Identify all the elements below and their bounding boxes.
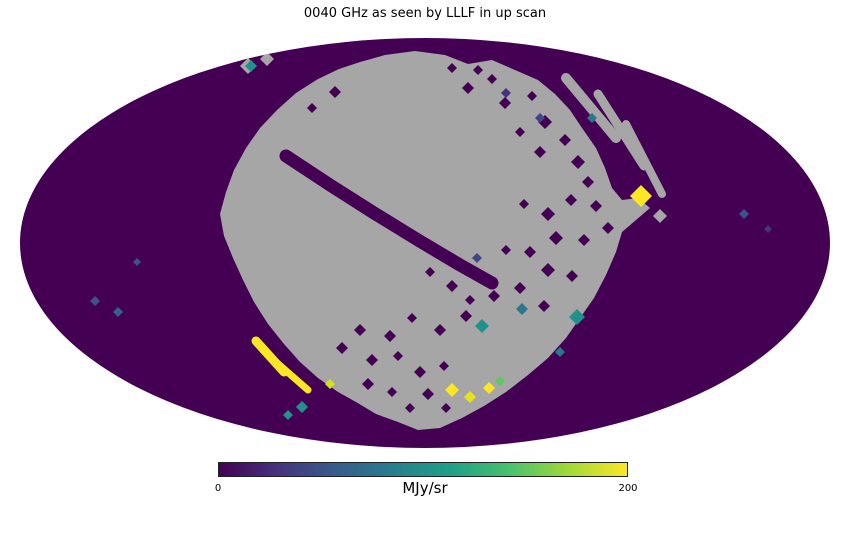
dark-pixel: [565, 194, 577, 206]
dark-pixel: [425, 267, 435, 277]
map-pixel: [739, 209, 749, 219]
map-pixel: [283, 410, 293, 420]
map-pixel: [296, 401, 308, 413]
dark-pixel: [366, 354, 378, 366]
map-pixel: [133, 258, 141, 266]
dark-pixel: [473, 65, 483, 75]
masked-streak: [593, 89, 649, 171]
dark-pixel: [307, 103, 317, 113]
dark-pixel: [549, 231, 563, 245]
dark-pixel: [501, 245, 511, 255]
sky-content: [90, 51, 772, 430]
masked-streak: [561, 73, 621, 143]
dark-pixel: [441, 403, 451, 413]
dark-pixel: [602, 222, 614, 234]
map-pixel: [445, 383, 459, 397]
dark-pixel: [519, 199, 529, 209]
dark-pixel: [571, 155, 585, 169]
colorbar-max-tick: 200: [618, 483, 638, 494]
dark-pixel: [407, 313, 417, 323]
chart-title: 0040 GHz as seen by LLLF in up scan: [303, 6, 547, 21]
dark-pixel: [393, 351, 403, 361]
dark-pixel: [514, 282, 526, 294]
colorbar-unit-label: MJy/sr: [402, 479, 448, 497]
dark-pixel: [336, 342, 348, 354]
colorbar-min-tick: 0: [214, 483, 222, 494]
dark-pixel: [559, 134, 571, 146]
dark-pixel: [534, 146, 546, 158]
dark-pixel: [384, 330, 396, 342]
dark-pixel: [538, 300, 550, 312]
map-pixel: [495, 376, 505, 386]
dark-pixel: [387, 387, 397, 397]
dark-pixel: [405, 403, 415, 413]
dark-pixel: [462, 82, 474, 94]
map-pixel: [501, 88, 511, 98]
dark-pixel: [446, 280, 458, 292]
masked-pixel: [653, 209, 667, 223]
dark-pixel: [414, 366, 426, 378]
masked-streak: [622, 120, 666, 198]
dark-pixel: [354, 324, 366, 336]
masked-region: [220, 51, 650, 430]
colorbar: [218, 462, 628, 477]
dark-pixel: [488, 290, 500, 302]
map-pixel: [516, 303, 528, 315]
dark-pixel: [362, 378, 374, 390]
dark-pixel: [329, 86, 341, 98]
map-pixel: [325, 379, 335, 389]
dark-pixel: [434, 324, 446, 336]
dark-pixel: [541, 263, 555, 277]
scan-gap-stripe: [279, 149, 499, 290]
dark-pixel: [447, 63, 457, 73]
dark-pixel: [422, 388, 434, 400]
dark-pixel: [524, 246, 536, 258]
dark-pixel: [465, 295, 475, 305]
dark-pixel: [527, 91, 537, 101]
dark-pixel: [578, 234, 590, 246]
map-pixel: [245, 60, 257, 72]
map-pixel: [472, 253, 482, 263]
dark-pixel: [487, 74, 497, 84]
map-pixel: [535, 113, 545, 123]
dark-pixel: [499, 97, 511, 109]
dark-pixel: [460, 310, 472, 322]
hot-streak: [272, 358, 312, 394]
dark-pixel: [439, 361, 449, 371]
dark-pixel: [582, 176, 594, 188]
dark-pixel: [590, 200, 602, 212]
dark-pixel: [515, 127, 525, 137]
dark-pixel: [566, 270, 578, 282]
map-pixel: [475, 319, 489, 333]
map-pixel: [113, 307, 123, 317]
map-pixel: [464, 391, 476, 403]
dark-pixel: [541, 207, 555, 221]
map-pixel: [555, 347, 565, 357]
map-pixel: [569, 309, 585, 325]
map-pixel: [483, 382, 495, 394]
masked-pixel: [260, 52, 274, 66]
map-pixel: [587, 113, 597, 123]
map-pixel: [630, 185, 652, 207]
map-pixel: [764, 225, 772, 233]
map-pixel: [90, 296, 100, 306]
